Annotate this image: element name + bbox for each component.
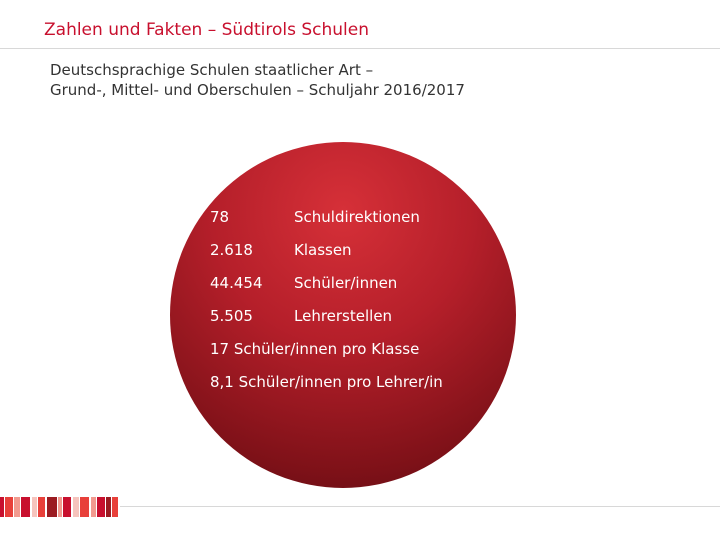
fact-row: 44.454 Schüler/innen — [210, 274, 443, 307]
subtitle-line-1: Deutschsprachige Schulen staatlicher Art… — [50, 61, 374, 79]
subtitle-line-2: Grund-, Mittel- und Oberschulen – Schulj… — [50, 81, 465, 99]
fact-label: Schuldirektionen — [294, 208, 420, 226]
fact-label: Lehrerstellen — [294, 307, 393, 325]
footer-stripe — [58, 497, 62, 517]
footer-divider — [120, 506, 720, 507]
footer-stripe — [0, 497, 4, 517]
slide-subtitle: Deutschsprachige Schulen staatlicher Art… — [50, 60, 465, 100]
slide-title: Zahlen und Fakten – Südtirols Schulen — [44, 20, 370, 40]
footer-stripe — [32, 497, 37, 517]
footer-stripe — [106, 497, 111, 517]
footer-stripe — [91, 497, 96, 517]
fact-value: 44.454 — [210, 274, 263, 292]
footer-stripe — [73, 497, 79, 517]
fact-value: 78 — [210, 208, 230, 226]
fact-row: 78 Schuldirektionen — [210, 208, 443, 241]
footer-stripe — [112, 497, 118, 517]
fact-row: 2.618 Klassen — [210, 241, 443, 274]
facts-panel: 78 Schuldirektionen 2.618 Klassen 44.454… — [210, 208, 443, 406]
ratio-students-per-teacher: 8,1 Schüler/innen pro Lehrer/in — [210, 373, 443, 391]
title-bar: Zahlen und Fakten – Südtirols Schulen — [0, 0, 720, 49]
footer-stripe — [97, 497, 105, 517]
footer-stripe — [80, 497, 89, 517]
footer-stripe — [5, 497, 13, 517]
fact-value: 2.618 — [210, 241, 253, 259]
fact-value: 5.505 — [210, 307, 253, 325]
footer-stripe — [38, 497, 45, 517]
footer-stripe-bar — [0, 497, 720, 517]
footer-stripe — [14, 497, 20, 517]
fact-label: Klassen — [294, 241, 352, 259]
fact-row: 5.505 Lehrerstellen — [210, 307, 443, 340]
footer-stripe — [63, 497, 71, 517]
fact-label: Schüler/innen — [294, 274, 398, 292]
ratio-students-per-class: 17 Schüler/innen pro Klasse — [210, 340, 420, 358]
footer-stripe — [47, 497, 57, 517]
footer-stripe — [21, 497, 30, 517]
title-divider — [0, 0, 720, 49]
red-circle-graphic — [170, 142, 516, 488]
